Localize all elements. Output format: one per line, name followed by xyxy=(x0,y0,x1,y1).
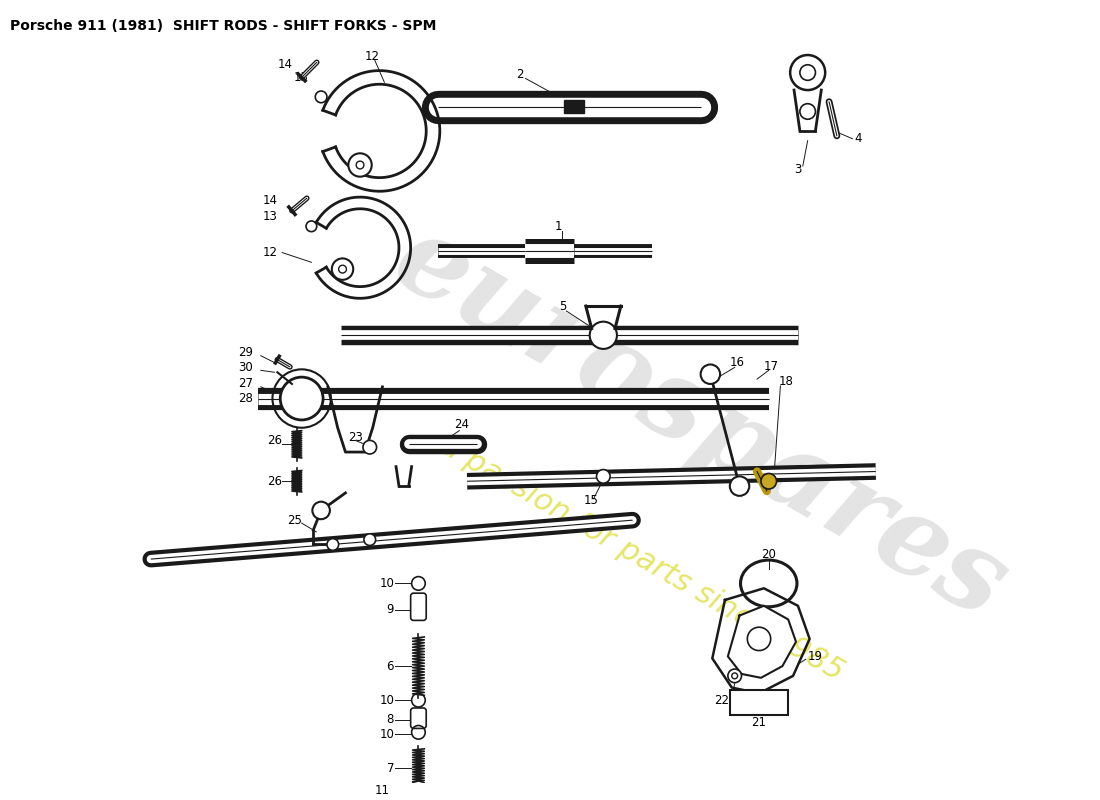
Text: 8: 8 xyxy=(387,713,394,726)
Text: a passion for parts since 1985: a passion for parts since 1985 xyxy=(436,431,849,687)
Circle shape xyxy=(790,55,825,90)
Text: 25: 25 xyxy=(287,514,301,526)
Circle shape xyxy=(356,161,364,169)
Text: 26: 26 xyxy=(267,474,283,488)
Text: 29: 29 xyxy=(239,346,253,359)
Text: 7: 7 xyxy=(386,762,394,775)
Circle shape xyxy=(800,65,815,80)
Text: 27: 27 xyxy=(239,378,253,390)
Circle shape xyxy=(349,154,372,177)
Text: 19: 19 xyxy=(807,650,823,663)
FancyBboxPatch shape xyxy=(410,708,426,729)
Circle shape xyxy=(701,365,721,384)
Text: 12: 12 xyxy=(263,246,277,259)
Text: 11: 11 xyxy=(374,784,389,797)
Circle shape xyxy=(729,476,749,496)
Text: 4: 4 xyxy=(855,132,862,146)
Circle shape xyxy=(364,534,375,546)
Text: 21: 21 xyxy=(751,716,767,729)
Circle shape xyxy=(280,377,323,420)
Text: 18: 18 xyxy=(779,375,793,389)
FancyBboxPatch shape xyxy=(564,100,584,114)
Circle shape xyxy=(332,258,353,280)
Polygon shape xyxy=(409,781,427,790)
Text: 30: 30 xyxy=(239,361,253,374)
Text: 12: 12 xyxy=(365,50,380,62)
Circle shape xyxy=(590,322,617,349)
Text: 10: 10 xyxy=(379,728,394,741)
Text: 2: 2 xyxy=(516,68,524,81)
Text: eurospares: eurospares xyxy=(376,204,1025,642)
Circle shape xyxy=(339,266,346,273)
Text: 14: 14 xyxy=(277,58,293,71)
Circle shape xyxy=(761,474,777,489)
Text: 10: 10 xyxy=(379,577,394,590)
Text: 23: 23 xyxy=(349,431,363,444)
Text: 9: 9 xyxy=(386,603,394,616)
Text: 24: 24 xyxy=(454,418,470,431)
Text: 26: 26 xyxy=(267,434,283,447)
Text: 13: 13 xyxy=(294,71,309,84)
Text: 20: 20 xyxy=(761,548,777,561)
FancyBboxPatch shape xyxy=(729,690,789,714)
Circle shape xyxy=(747,627,771,650)
Text: 13: 13 xyxy=(263,210,277,223)
Circle shape xyxy=(312,502,330,519)
Circle shape xyxy=(732,673,738,678)
FancyBboxPatch shape xyxy=(410,593,426,621)
Text: 14: 14 xyxy=(263,194,277,207)
Text: Porsche 911 (1981)  SHIFT RODS - SHIFT FORKS - SPM: Porsche 911 (1981) SHIFT RODS - SHIFT FO… xyxy=(10,19,436,33)
Circle shape xyxy=(800,104,815,119)
Circle shape xyxy=(363,440,376,454)
Circle shape xyxy=(596,470,611,483)
Text: 5: 5 xyxy=(560,299,566,313)
Circle shape xyxy=(728,669,741,682)
Text: 6: 6 xyxy=(386,660,394,673)
Circle shape xyxy=(327,538,339,550)
Text: 17: 17 xyxy=(763,360,779,373)
Text: 22: 22 xyxy=(715,694,729,706)
Text: 16: 16 xyxy=(729,356,745,369)
Text: 15: 15 xyxy=(584,494,598,507)
Polygon shape xyxy=(728,606,796,678)
Text: 10: 10 xyxy=(379,694,394,706)
Text: 3: 3 xyxy=(794,163,802,176)
Text: 28: 28 xyxy=(239,392,253,405)
Text: 1: 1 xyxy=(554,220,562,233)
